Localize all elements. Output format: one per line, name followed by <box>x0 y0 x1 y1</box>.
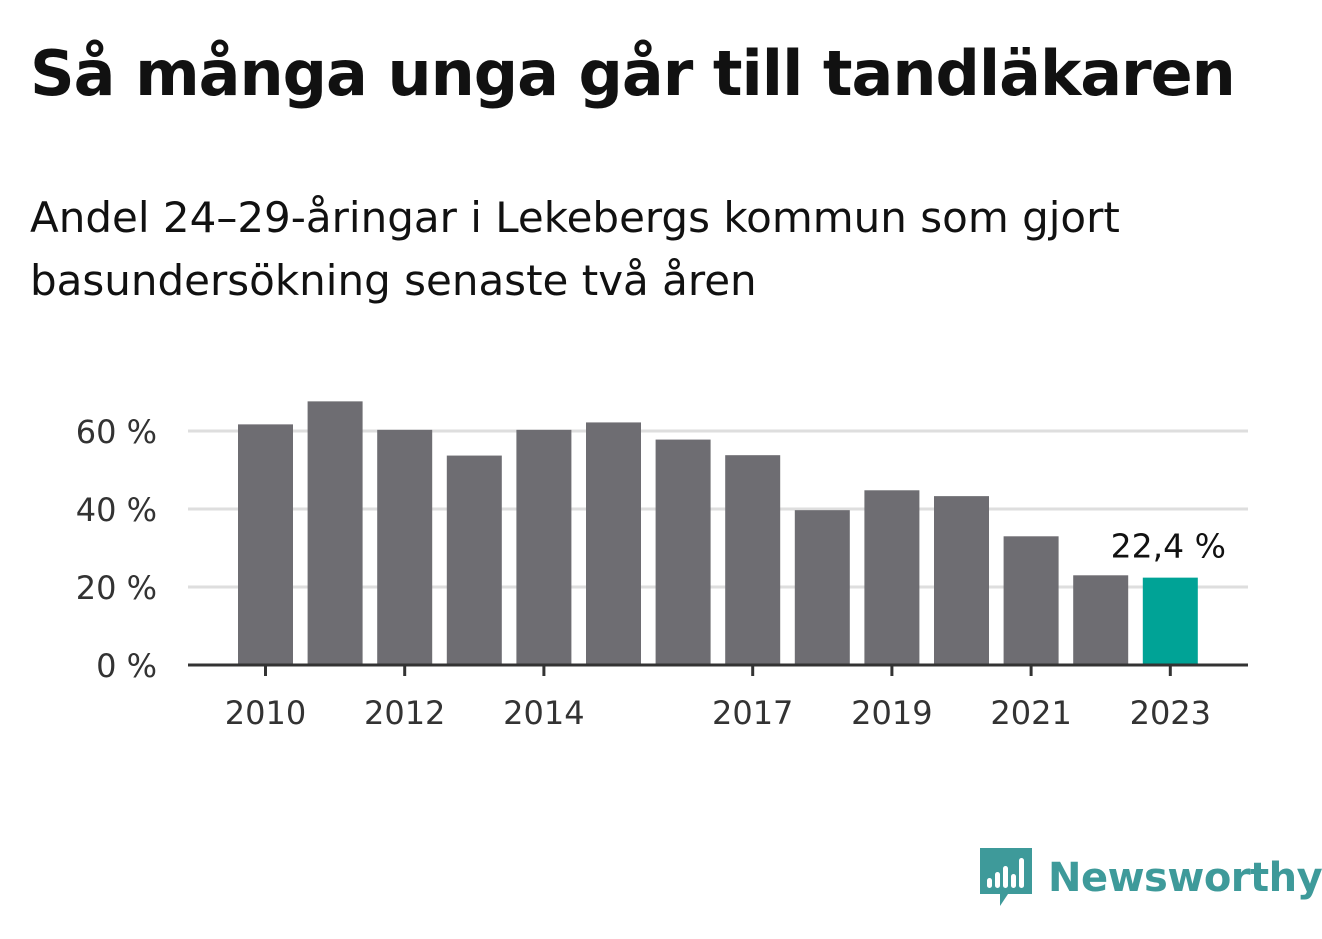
x-tick-label: 2012 <box>364 694 445 732</box>
bars <box>238 401 1198 665</box>
gridlines <box>188 429 1248 589</box>
bar-2010 <box>238 424 293 665</box>
newsworthy-logo-icon <box>980 848 1032 906</box>
x-tick-label: 2023 <box>1130 694 1211 732</box>
bar-2020 <box>934 496 989 665</box>
bar-2019 <box>864 490 920 665</box>
bar-2011 <box>307 401 363 665</box>
bar-2016 <box>655 439 711 665</box>
x-tick-label: 2021 <box>990 694 1071 732</box>
x-tick-label: 2019 <box>851 694 932 732</box>
bar-2012 <box>377 429 433 665</box>
x-tick-label: 2017 <box>712 694 793 732</box>
brand: Newsworthy <box>980 848 1322 908</box>
chart-title: Så många unga går till tandläkaren <box>30 37 1236 110</box>
chart-subtitle: Andel 24–29-åringar i Lekebergs kommun s… <box>30 193 1120 305</box>
bar-2014 <box>516 429 572 665</box>
x-tick-label: 2010 <box>225 694 306 732</box>
data-label-highlight: 22,4 % <box>1111 527 1226 566</box>
x-tick-label: 2014 <box>503 694 584 732</box>
labels: 0 % 20 % 40 % 60 % 2010 2012 2014 2017 2019 2021 2… <box>76 413 1226 732</box>
y-tick-label: 40 % <box>76 491 157 529</box>
y-tick-label: 60 % <box>76 413 157 451</box>
bar-2017 <box>725 455 781 665</box>
bar-2022 <box>1073 575 1129 665</box>
bar-2013 <box>446 455 502 665</box>
axes <box>188 663 1248 676</box>
y-tick-label: 0 % <box>96 647 157 685</box>
bar-2015 <box>586 422 641 665</box>
bar-2018 <box>794 510 850 665</box>
y-tick-label: 20 % <box>76 569 157 607</box>
bar-2023 <box>1142 577 1198 665</box>
bar-2021 <box>1003 536 1059 665</box>
brand-name: Newsworthy <box>1048 855 1322 901</box>
